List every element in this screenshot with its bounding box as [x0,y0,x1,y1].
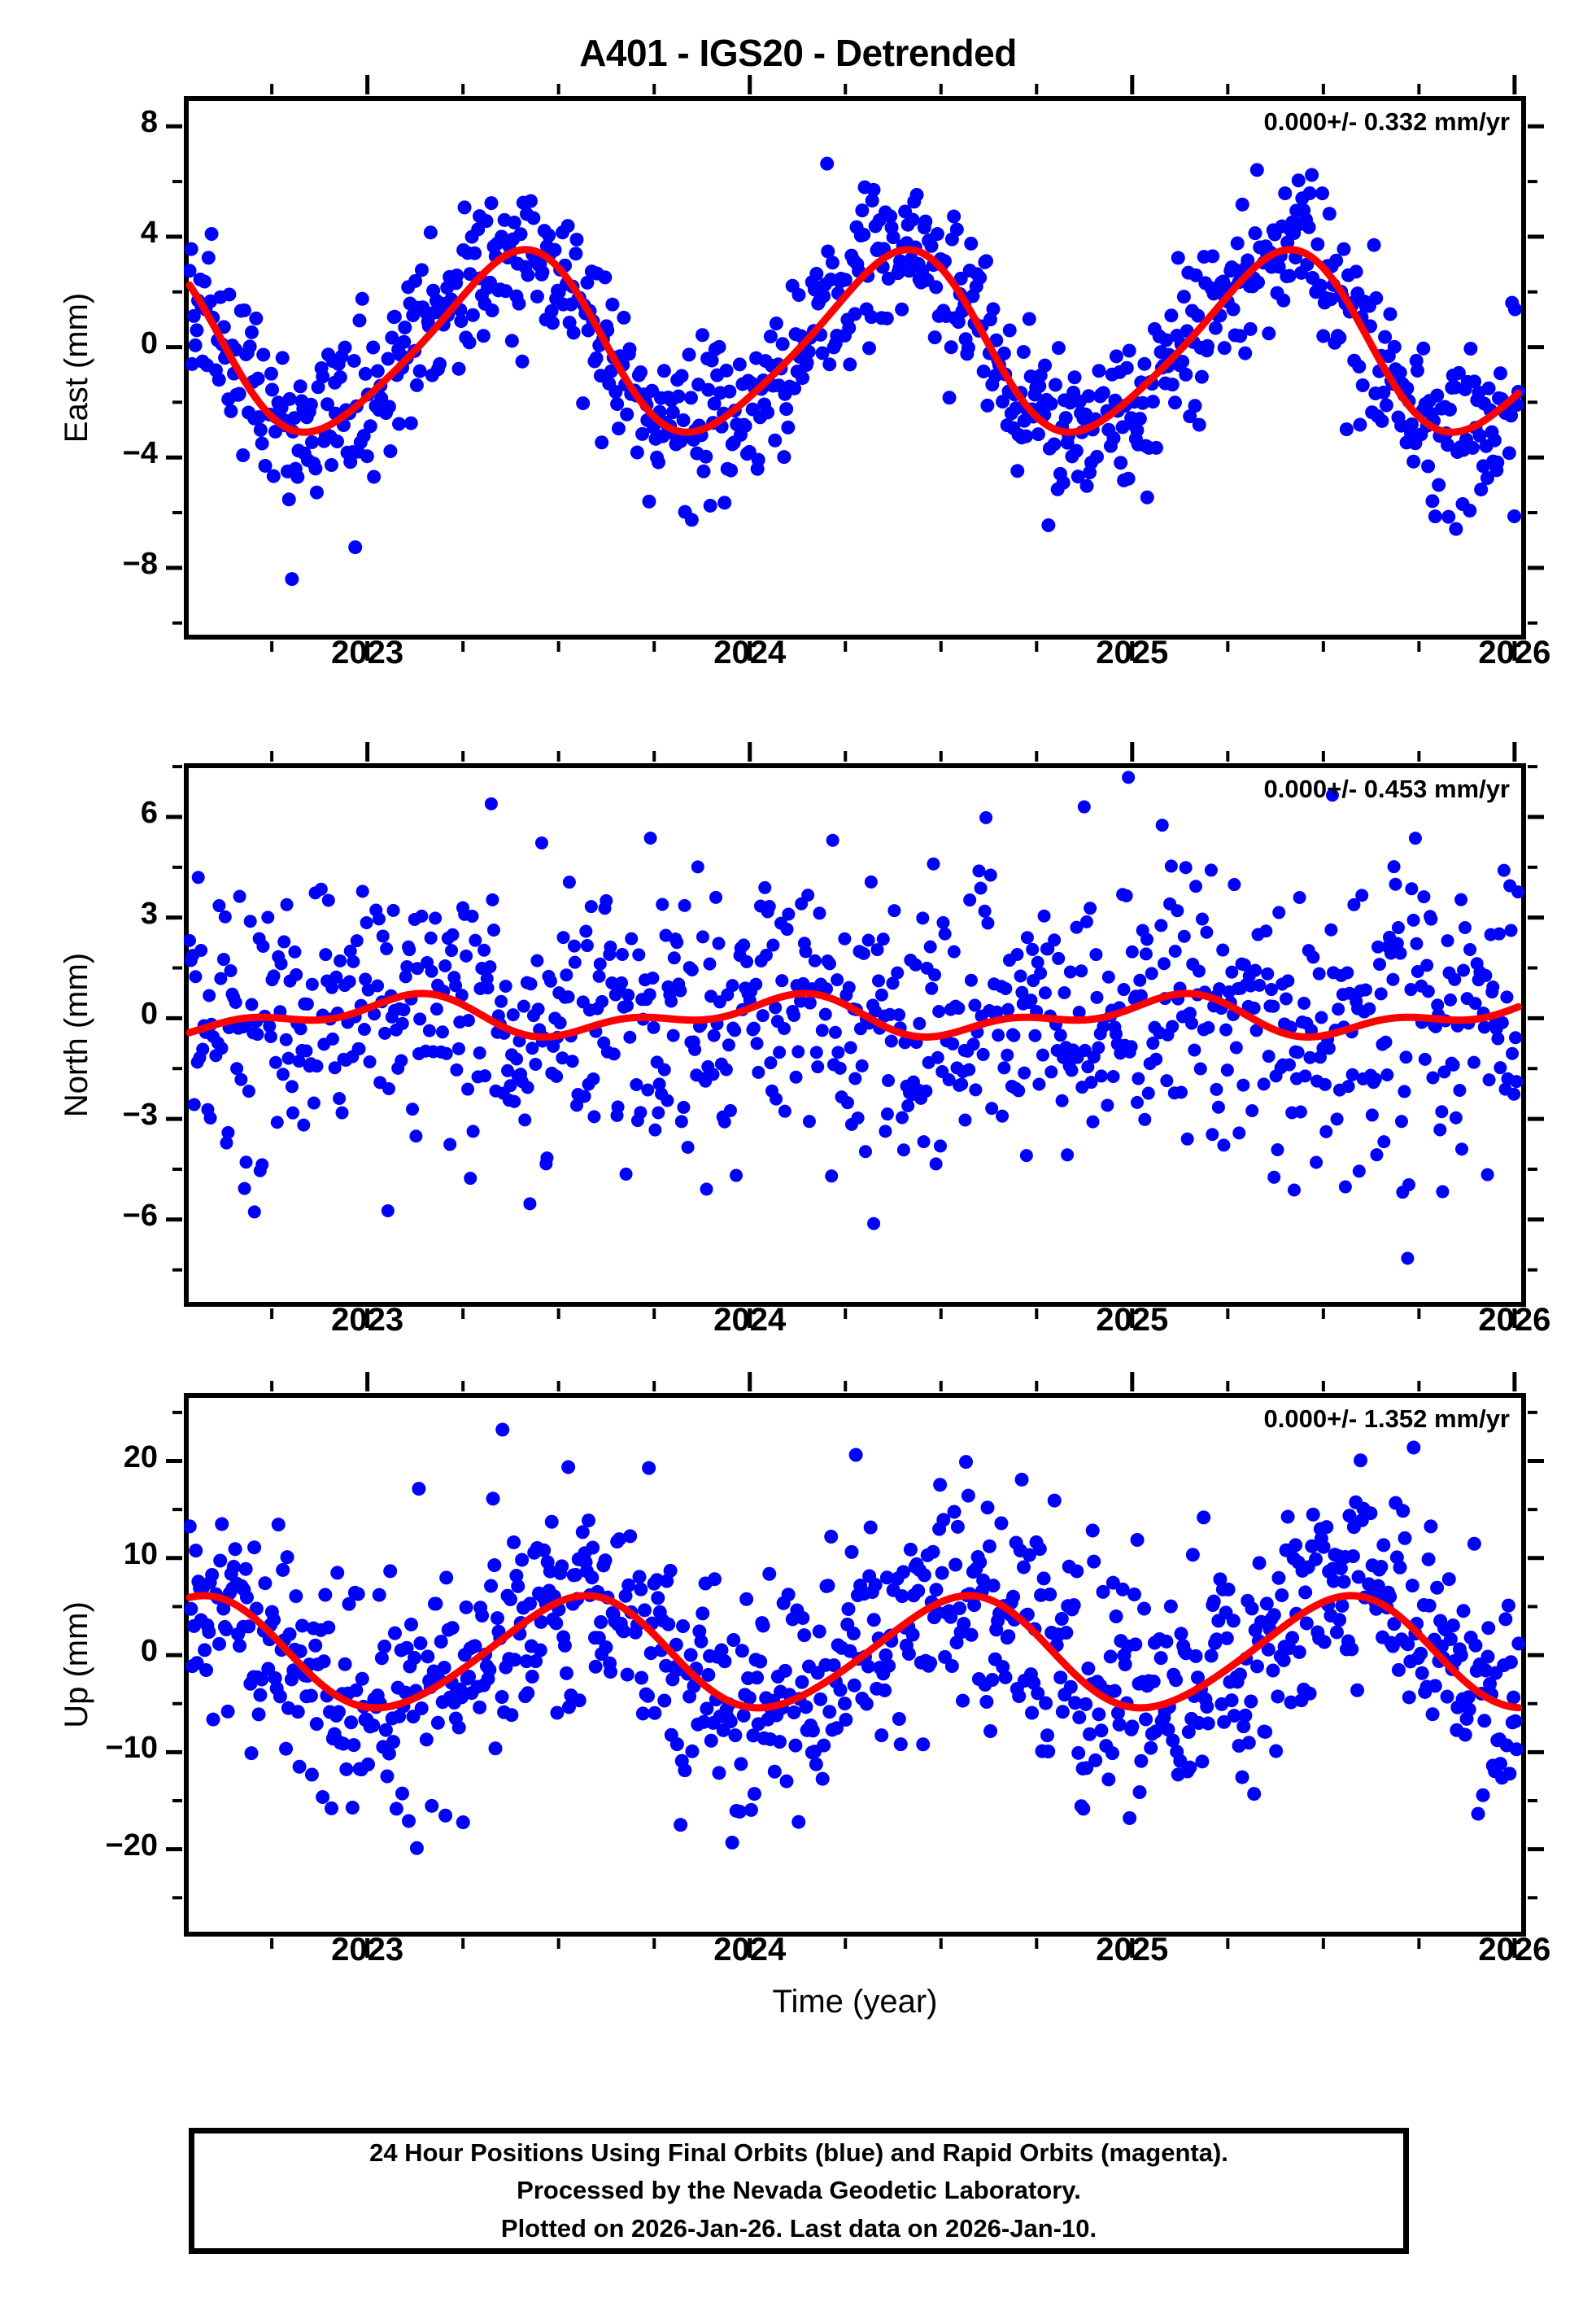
ytick-label-north-0: 6 [140,795,158,830]
xtick-label-east-3: 2026 [1478,635,1551,670]
ytick-label-up-1: 10 [123,1536,158,1571]
rate-annotation-east: 0.000+/- 0.332 mm/yr [1263,107,1510,136]
seasonal-fit-curve-east [185,246,1523,436]
ytick-label-up-3: −10 [105,1731,158,1766]
ytick-label-east-3: −4 [122,436,158,471]
y-axis-title-up: Up (mm) [59,1601,94,1728]
plot-area-east [184,156,1525,587]
ytick-label-north-4: −6 [122,1198,158,1233]
xtick-label-up-0: 2023 [331,1932,404,1968]
xtick-label-up-1: 2024 [713,1932,787,1968]
xtick-label-north-1: 2024 [713,1302,787,1338]
xtick-label-up-2: 2025 [1096,1932,1169,1968]
ytick-label-north-2: 0 [140,997,158,1032]
ytick-label-east-1: 4 [140,215,158,250]
xtick-label-east-0: 2023 [331,635,404,670]
caption-box: 24 Hour Positions Using Final Orbits (bl… [189,2128,1409,2254]
caption-line-1: 24 Hour Positions Using Final Orbits (bl… [369,2138,1228,2167]
ytick-label-north-3: −3 [122,1098,158,1133]
xtick-label-north-0: 2023 [331,1302,404,1338]
scatter-points-up [184,1422,1526,1855]
ytick-label-up-0: 20 [123,1439,158,1474]
ytick-label-up-2: 0 [140,1634,158,1669]
scatter-points-north [184,771,1525,1265]
seasonal-fit-curve-up [185,1592,1523,1712]
xtick-label-east-2: 2025 [1096,635,1169,670]
caption-line-2: Processed by the Nevada Geodetic Laborat… [517,2176,1081,2205]
rate-annotation-north: 0.000+/- 0.453 mm/yr [1263,775,1510,803]
seasonal-fit-curve-north [185,989,1523,1041]
ytick-label-east-0: 8 [140,105,158,140]
page-title: A401 - IGS20 - Detrended [579,32,1017,74]
plot-area-north [184,771,1525,1265]
xtick-label-north-2: 2025 [1096,1302,1169,1338]
ytick-label-north-1: 3 [140,896,158,931]
ytick-label-east-4: −8 [122,546,158,581]
xtick-label-north-3: 2026 [1478,1302,1551,1338]
rate-annotation-up: 0.000+/- 1.352 mm/yr [1263,1404,1510,1433]
plot-area-up [184,1422,1526,1855]
x-axis-title: Time (year) [772,1984,938,2020]
xtick-label-up-3: 2026 [1478,1932,1551,1968]
ytick-label-east-2: 0 [140,325,158,360]
caption-line-3: Plotted on 2026-Jan-26. Last data on 202… [500,2213,1097,2243]
ytick-label-up-4: −20 [105,1828,158,1863]
xtick-label-east-1: 2024 [713,635,787,670]
